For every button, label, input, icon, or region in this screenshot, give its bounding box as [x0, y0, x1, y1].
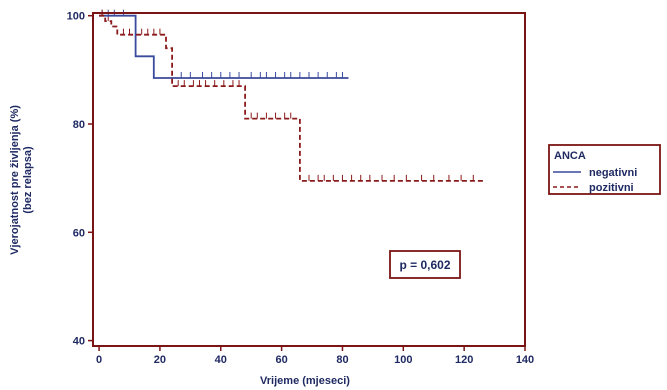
- legend-frame: [548, 144, 661, 195]
- legend-title: ANCA: [554, 150, 586, 162]
- legend: ANCA negativni pozitivni: [548, 144, 661, 195]
- x-tick-label-140: 140: [516, 354, 534, 366]
- p-value-text: p = 0,602: [399, 258, 450, 272]
- x-tick-label-20: 20: [154, 354, 166, 366]
- x-axis-title: Vrijeme (mjeseci): [260, 375, 350, 387]
- x-tick-label-40: 40: [215, 354, 227, 366]
- axis-ticks: 0 20 40 60 80 100 120 140 40 60 80 100: [67, 11, 535, 366]
- series-lines: [99, 14, 486, 182]
- legend-label-negativni: negativni: [589, 167, 637, 179]
- x-tick-label-0: 0: [96, 354, 102, 366]
- y-tick-label-40: 40: [73, 336, 85, 348]
- p-value-box: p = 0,602: [389, 250, 461, 279]
- x-tick-label-100: 100: [394, 354, 412, 366]
- y-axis-title: Vjerojatnost pre življenja (%): [9, 105, 21, 255]
- plot-frame: [92, 12, 526, 347]
- y-tick-label-60: 60: [73, 227, 85, 239]
- y-tick-label-100: 100: [67, 11, 85, 23]
- censor-marks: [101, 9, 474, 181]
- series-line-pozitivni: [99, 14, 486, 182]
- y-axis-subtitle: (bez relapsa): [22, 146, 34, 214]
- y-tick-label-80: 80: [73, 119, 85, 131]
- x-tick-label-80: 80: [336, 354, 348, 366]
- x-tick-label-60: 60: [275, 354, 287, 366]
- x-tick-label-120: 120: [455, 354, 473, 366]
- p-value-frame: [389, 250, 461, 279]
- legend-label-pozitivni: pozitivni: [589, 182, 634, 194]
- series-line-negativni: [99, 14, 349, 79]
